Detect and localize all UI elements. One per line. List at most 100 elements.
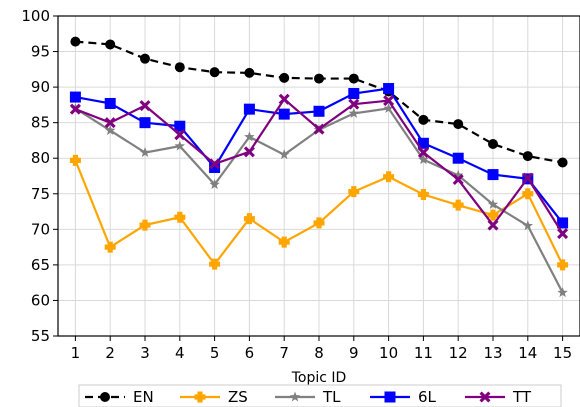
data-point bbox=[314, 73, 324, 84]
data-point bbox=[522, 151, 533, 162]
y-tick-label: 85 bbox=[31, 114, 50, 132]
data-point bbox=[417, 147, 429, 159]
data-point bbox=[313, 105, 325, 117]
x-tick-label: 1 bbox=[71, 344, 81, 362]
legend-marker bbox=[100, 392, 110, 402]
data-point bbox=[453, 119, 464, 130]
x-tick-label: 3 bbox=[140, 344, 150, 362]
data-point bbox=[557, 157, 568, 168]
x-tick-label: 5 bbox=[210, 344, 220, 362]
data-point bbox=[174, 211, 186, 223]
x-tick-label: 2 bbox=[105, 344, 115, 362]
data-point bbox=[69, 103, 81, 115]
series-layer bbox=[69, 36, 569, 298]
series-tt bbox=[69, 93, 569, 240]
data-point bbox=[139, 219, 151, 231]
y-tick-label: 70 bbox=[31, 220, 50, 238]
legend-label: ZS bbox=[228, 388, 248, 406]
legend-label: TT bbox=[512, 388, 532, 406]
data-point bbox=[69, 91, 81, 103]
x-tick-label: 8 bbox=[314, 344, 324, 362]
data-point bbox=[418, 114, 429, 125]
legend-marker bbox=[384, 391, 396, 403]
data-point bbox=[174, 129, 186, 141]
data-point bbox=[139, 100, 151, 112]
x-axis-title: Topic ID bbox=[291, 370, 347, 386]
data-point bbox=[348, 107, 360, 118]
y-tick-label: 80 bbox=[31, 149, 50, 167]
data-point bbox=[417, 137, 429, 149]
data-point bbox=[383, 95, 395, 107]
data-point bbox=[209, 67, 220, 78]
data-point bbox=[487, 209, 499, 221]
data-point bbox=[209, 158, 221, 170]
data-point bbox=[348, 186, 360, 198]
data-point bbox=[104, 97, 116, 109]
data-point bbox=[487, 169, 499, 181]
legend-marker bbox=[194, 391, 206, 403]
data-point bbox=[279, 72, 290, 83]
data-point bbox=[557, 287, 568, 298]
data-point bbox=[348, 88, 360, 100]
data-point bbox=[452, 152, 464, 164]
data-point bbox=[278, 108, 290, 120]
x-tick-label: 7 bbox=[279, 344, 289, 362]
data-point bbox=[243, 103, 255, 115]
data-point bbox=[139, 147, 151, 157]
data-point bbox=[383, 83, 395, 95]
data-point bbox=[488, 139, 498, 149]
data-point bbox=[417, 188, 429, 200]
data-point bbox=[557, 259, 569, 271]
legend-label: EN bbox=[133, 388, 154, 406]
data-point bbox=[487, 219, 499, 231]
data-point bbox=[139, 117, 151, 129]
data-point bbox=[278, 149, 290, 160]
legend-item-tt: TT bbox=[465, 388, 532, 406]
data-point bbox=[69, 154, 81, 166]
x-tick-label: 13 bbox=[483, 344, 502, 362]
x-tick-label: 9 bbox=[349, 344, 359, 362]
data-point bbox=[174, 140, 186, 151]
data-point bbox=[244, 67, 255, 78]
data-point bbox=[243, 213, 255, 225]
x-tick-label: 15 bbox=[553, 344, 572, 362]
x-tick-label: 14 bbox=[518, 344, 537, 362]
legend-item-6l: 6L bbox=[370, 388, 437, 406]
data-point bbox=[452, 174, 464, 186]
data-point bbox=[104, 241, 116, 253]
data-point bbox=[557, 228, 569, 240]
legend-label: TL bbox=[322, 388, 341, 406]
data-point bbox=[348, 73, 359, 84]
data-point bbox=[522, 220, 534, 231]
data-point bbox=[209, 258, 221, 270]
data-point bbox=[313, 217, 325, 229]
x-tick-label: 6 bbox=[245, 344, 255, 362]
data-point bbox=[105, 39, 116, 50]
legend-marker bbox=[289, 391, 301, 402]
y-tick-label: 60 bbox=[31, 291, 50, 309]
grid-lines bbox=[58, 15, 580, 337]
data-point bbox=[174, 120, 186, 132]
data-point bbox=[174, 62, 185, 73]
legend: EN ZS TL 6L TT bbox=[78, 384, 562, 407]
data-point bbox=[452, 169, 464, 180]
data-point bbox=[209, 179, 220, 189]
series-6l bbox=[69, 83, 569, 229]
data-point bbox=[348, 98, 360, 110]
y-tick-label: 90 bbox=[31, 78, 50, 96]
data-point bbox=[104, 124, 116, 135]
data-point bbox=[383, 171, 395, 183]
y-tick-label: 65 bbox=[31, 256, 50, 274]
series-zs bbox=[69, 154, 569, 271]
y-tick-label: 95 bbox=[31, 43, 50, 61]
legend-item-en: EN bbox=[85, 388, 154, 406]
data-point bbox=[243, 146, 255, 158]
data-point bbox=[557, 217, 569, 229]
data-point bbox=[522, 172, 534, 184]
y-tick-label: 55 bbox=[31, 327, 50, 345]
data-point bbox=[244, 131, 255, 142]
data-point bbox=[140, 53, 150, 64]
legend-marker bbox=[479, 391, 491, 403]
